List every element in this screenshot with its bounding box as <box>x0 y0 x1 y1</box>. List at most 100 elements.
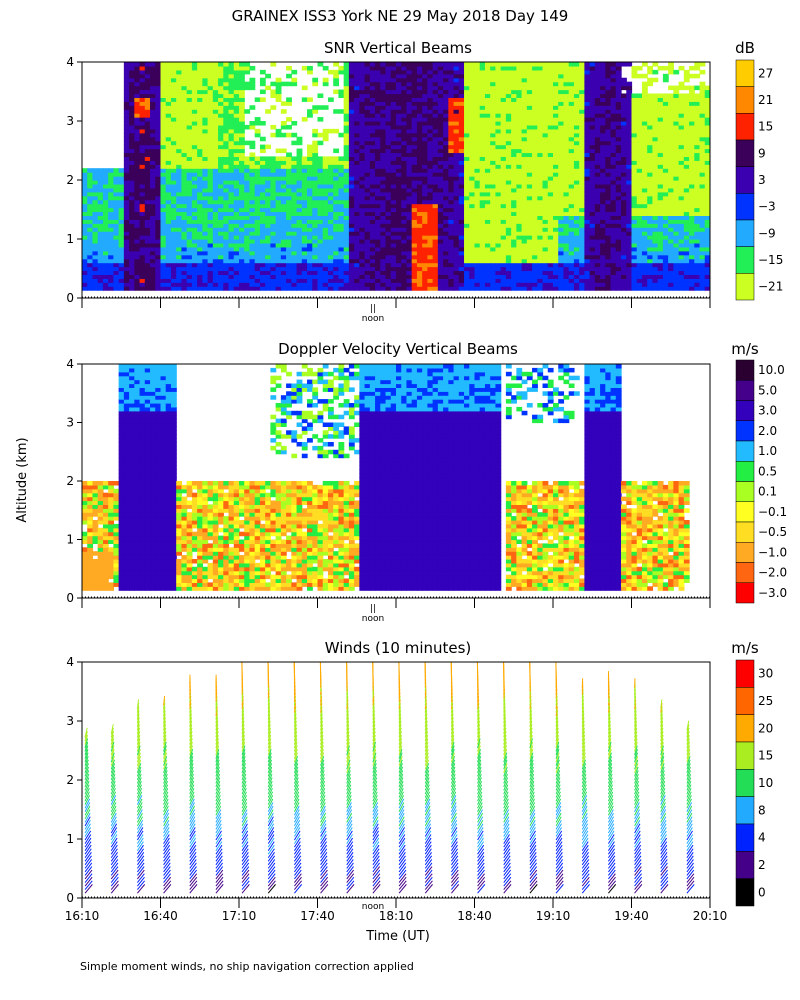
heatmap-cell <box>254 235 261 240</box>
heatmap-cell <box>521 180 528 185</box>
colorbar-unit-doppler: m/s <box>731 340 759 358</box>
heatmap-cell <box>416 73 423 79</box>
heatmap-cell <box>150 235 156 240</box>
heatmap-cell <box>406 164 413 169</box>
heatmap-cell <box>254 266 261 272</box>
heatmap-cell <box>558 207 565 213</box>
heatmap-cell <box>191 160 198 165</box>
heatmap-cell <box>448 81 455 87</box>
heatmap-cell <box>390 262 397 268</box>
heatmap-cell <box>364 231 371 236</box>
heatmap-cell <box>155 274 162 279</box>
heatmap-cell <box>532 101 538 106</box>
heatmap-cell <box>464 73 470 79</box>
heatmap-cell <box>144 97 151 102</box>
heatmap-cell <box>165 274 172 279</box>
heatmap-cell <box>474 278 481 283</box>
heatmap-cell <box>375 215 381 220</box>
heatmap-cell <box>181 219 188 224</box>
heatmap-cell <box>416 262 423 268</box>
heatmap-cell <box>516 73 523 79</box>
heatmap-cell <box>129 270 135 275</box>
heatmap-cell <box>97 211 104 216</box>
heatmap-cell <box>354 199 360 205</box>
heatmap-cell <box>532 183 538 189</box>
heatmap-cell <box>516 152 523 157</box>
heatmap-cell <box>364 140 371 146</box>
heatmap-cell <box>406 160 413 165</box>
heatmap-cell <box>516 258 523 264</box>
heatmap-cell <box>390 124 397 130</box>
footnote: Simple moment winds, no ship navigation … <box>80 960 414 973</box>
heatmap-cell <box>286 250 292 256</box>
heatmap-cell <box>270 270 277 275</box>
heatmap-cell <box>82 266 88 272</box>
heatmap-cell <box>390 89 397 95</box>
heatmap-cell <box>369 262 376 268</box>
heatmap-cell <box>139 109 146 114</box>
heatmap-cell <box>458 65 465 71</box>
heatmap-cell <box>537 203 544 209</box>
heatmap-cell <box>343 262 350 268</box>
heatmap-cell <box>280 195 287 201</box>
heatmap-cell <box>432 69 439 75</box>
heatmap-cell <box>317 250 324 256</box>
heatmap-cell <box>317 270 324 275</box>
heatmap-cell <box>573 93 580 98</box>
heatmap-cell <box>532 270 538 275</box>
heatmap-cell <box>532 69 538 75</box>
heatmap-cell <box>348 128 355 134</box>
heatmap-cell <box>359 227 366 232</box>
heatmap-cell <box>317 187 324 193</box>
heatmap-cell <box>443 231 449 236</box>
heatmap-cell <box>139 148 146 154</box>
heatmap-cell <box>301 274 308 279</box>
heatmap-cell <box>521 254 528 260</box>
heatmap-cell <box>233 172 240 177</box>
heatmap-cell <box>500 156 507 161</box>
heatmap-cell <box>181 231 188 236</box>
heatmap-cell <box>291 266 298 272</box>
heatmap-cell <box>186 65 193 71</box>
heatmap-cell <box>244 140 251 146</box>
heatmap-cell <box>301 219 308 224</box>
heatmap-cell <box>228 258 235 264</box>
heatmap-cell <box>422 97 428 102</box>
heatmap-cell <box>244 168 251 173</box>
heatmap-cell <box>218 85 224 91</box>
heatmap-cell <box>568 160 575 165</box>
heatmap-cell <box>563 215 570 220</box>
heatmap-cell <box>207 97 214 102</box>
heatmap-cell <box>380 117 387 122</box>
heatmap-cell <box>474 144 481 150</box>
heatmap-cell <box>532 152 538 157</box>
heatmap-cell <box>286 215 292 220</box>
heatmap-cell <box>453 117 460 122</box>
heatmap-cell <box>333 286 340 291</box>
heatmap-cell <box>108 187 114 193</box>
heatmap-cell <box>380 81 387 87</box>
heatmap-cell <box>87 242 94 248</box>
heatmap-cell <box>327 258 334 264</box>
heatmap-cell <box>275 246 282 252</box>
heatmap-cell <box>437 93 444 98</box>
heatmap-cell <box>338 207 345 213</box>
heatmap-cell <box>532 140 538 146</box>
heatmap-cell <box>296 156 303 161</box>
heatmap-cell <box>458 121 465 126</box>
heatmap-cell <box>563 152 570 157</box>
heatmap-cell <box>165 211 172 216</box>
heatmap-cell <box>537 207 544 213</box>
heatmap-cell <box>301 97 308 102</box>
heatmap-cell <box>500 191 507 197</box>
heatmap-cell <box>396 121 402 126</box>
heatmap-cell <box>553 156 559 161</box>
heatmap-cell <box>532 239 538 244</box>
heatmap-cell <box>511 199 517 205</box>
heatmap-cell <box>102 219 109 224</box>
heatmap-cell <box>458 183 465 189</box>
heatmap-cell <box>82 215 88 220</box>
heatmap-cell <box>416 250 423 256</box>
heatmap-cell <box>322 156 329 161</box>
heatmap-cell <box>191 282 198 287</box>
